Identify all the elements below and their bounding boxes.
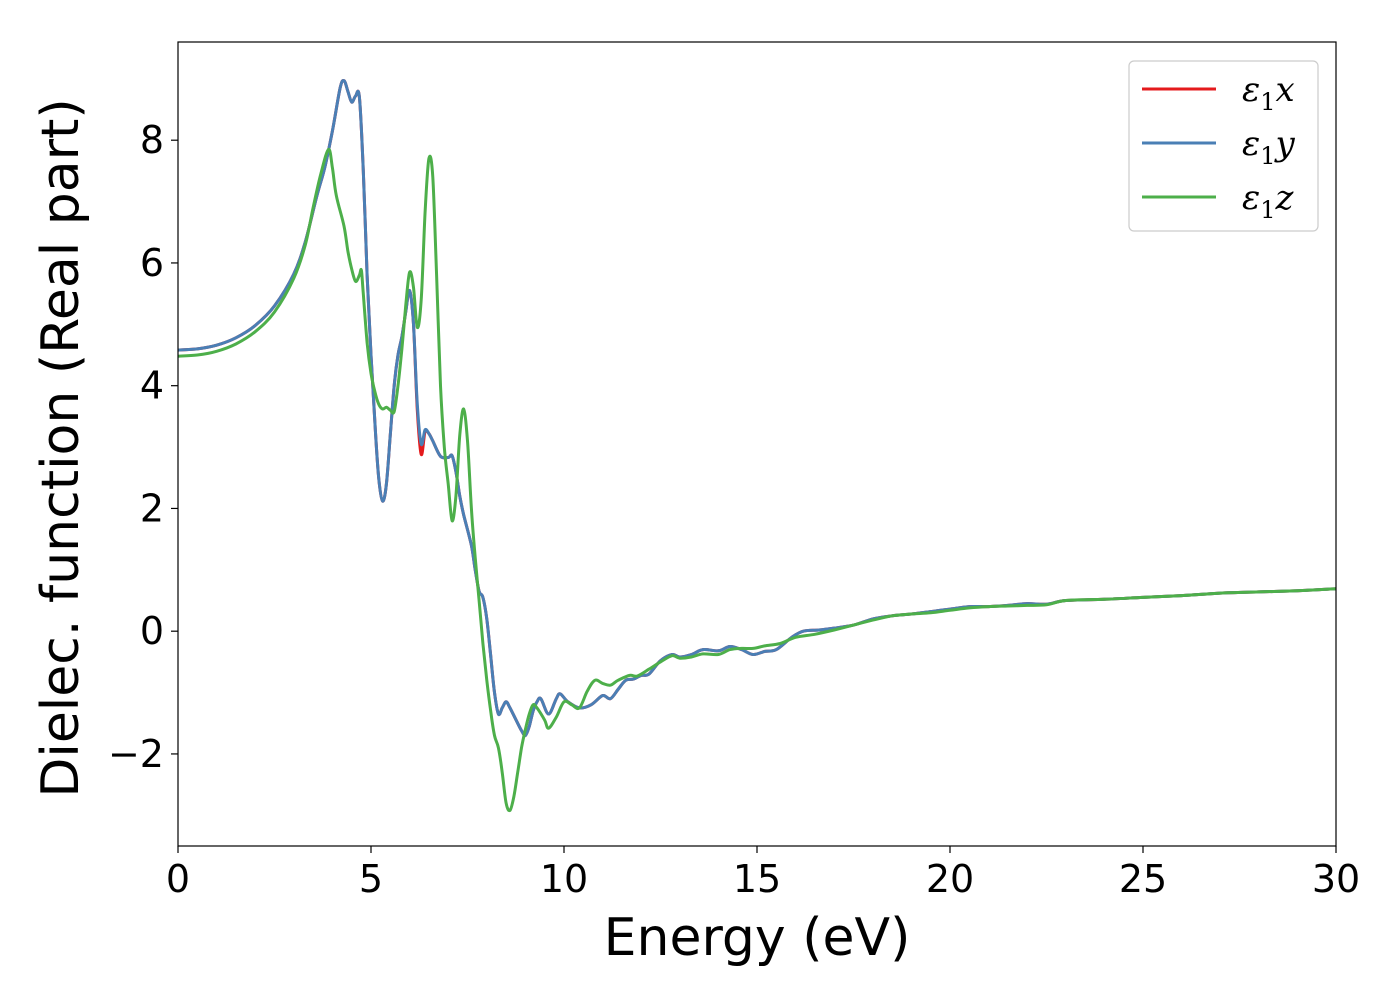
legend-subscript: 1 xyxy=(1260,88,1275,116)
y-tick-label: 0 xyxy=(140,609,164,653)
y-tick-label: −2 xyxy=(108,732,164,776)
ticks-layer: 0 5 10 15 20 25 30 −2 0 2 4 6 8 xyxy=(108,118,1360,901)
y-tick-label: 8 xyxy=(140,118,164,162)
x-tick-label: 15 xyxy=(733,857,781,901)
legend-variable: z xyxy=(1275,178,1295,218)
legend-label-x: ε1x xyxy=(1242,70,1295,116)
y-tick-label: 4 xyxy=(140,364,164,408)
legend-box xyxy=(1128,60,1319,232)
legend-variable: y xyxy=(1274,124,1296,164)
x-tick-label: 0 xyxy=(166,857,190,901)
series-line-z xyxy=(178,147,1336,813)
legend-subscript: 1 xyxy=(1260,196,1275,224)
x-tick-label: 25 xyxy=(1119,857,1167,901)
legend-epsilon: ε xyxy=(1242,124,1260,164)
series-layer xyxy=(178,78,1336,813)
legend-label-z: ε1z xyxy=(1242,178,1295,224)
y-tick-label: 6 xyxy=(140,241,164,285)
x-tick-label: 20 xyxy=(926,857,974,901)
legend-label-y: ε1y xyxy=(1242,124,1296,170)
legend-epsilon: ε xyxy=(1242,178,1260,218)
legend-subscript: 1 xyxy=(1260,142,1275,170)
y-axis-title: Dielec. function (Real part) xyxy=(31,98,91,797)
x-axis-title: Energy (eV) xyxy=(604,908,911,968)
x-tick-label: 10 xyxy=(540,857,588,901)
y-tick-label: 2 xyxy=(140,486,164,530)
x-tick-label: 30 xyxy=(1312,857,1360,901)
legend-epsilon: ε xyxy=(1242,70,1260,110)
x-tick-label: 5 xyxy=(359,857,383,901)
legend-variable: x xyxy=(1276,70,1295,110)
